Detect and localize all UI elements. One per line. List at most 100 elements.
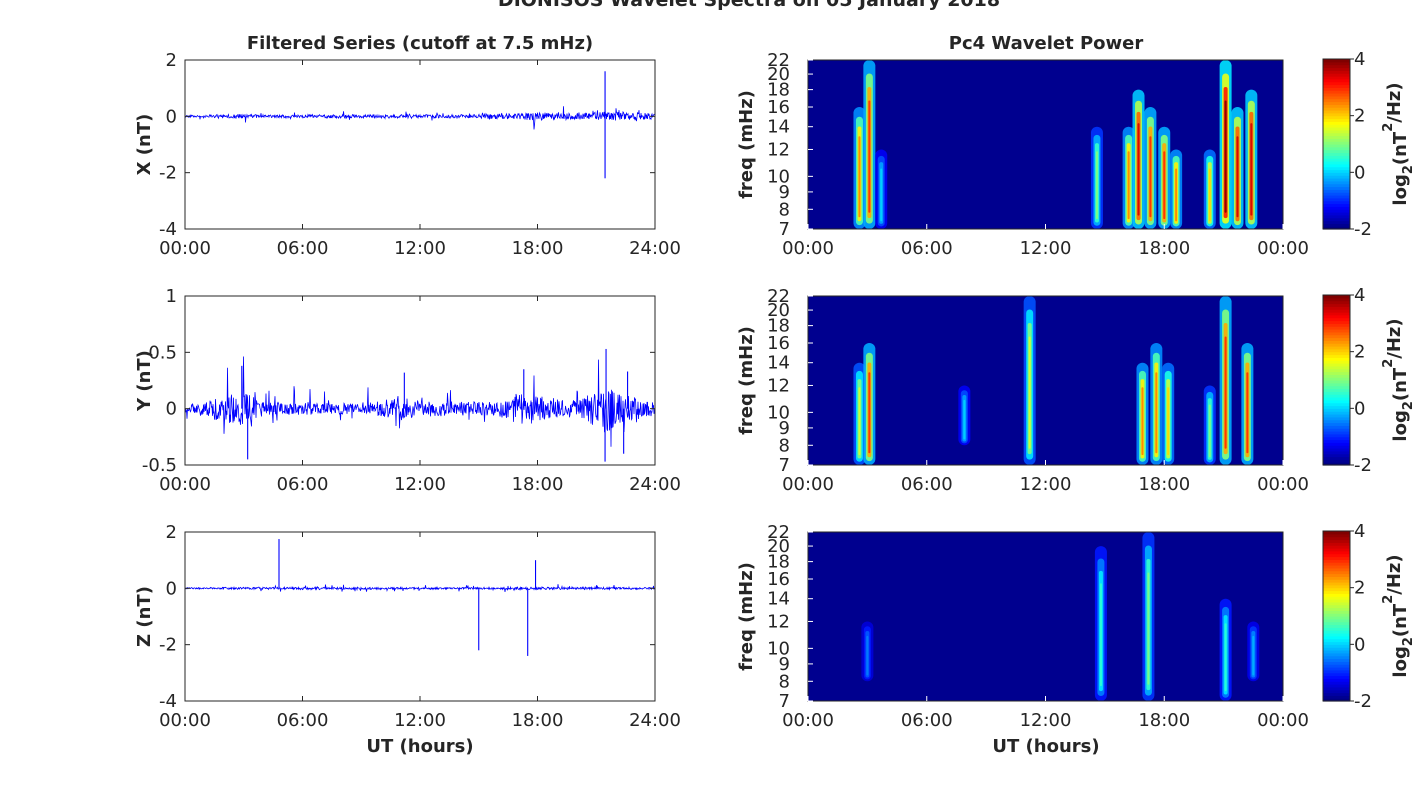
colorbar-segment xyxy=(1323,78,1350,83)
y-axis-label: Y (nT) xyxy=(134,350,155,412)
y-tick-label: 8 xyxy=(779,199,790,220)
spectral-event xyxy=(858,387,861,456)
x-tick-label: 06:00 xyxy=(901,710,953,731)
colorbar-segment xyxy=(1323,698,1350,702)
spectral-event xyxy=(1147,572,1150,685)
colorbar-segment xyxy=(1323,548,1350,552)
colorbar-segment xyxy=(1323,450,1350,455)
colorbar-segment xyxy=(1323,203,1350,207)
x-tick-label: 18:00 xyxy=(512,238,564,259)
right-xlabel: UT (hours) xyxy=(992,736,1099,757)
colorbar-segment xyxy=(1323,689,1350,694)
y-axis-label: freq (mHz) xyxy=(736,90,757,199)
colorbar-segment xyxy=(1323,223,1350,227)
colorbar-segment xyxy=(1323,582,1350,586)
colorbar-segment xyxy=(1323,129,1350,134)
y-tick-label: 7 xyxy=(779,455,790,476)
colorbar-tick-label: 0 xyxy=(1354,398,1365,419)
y-tick-label: 0 xyxy=(166,106,177,127)
colorbar-segment xyxy=(1323,610,1350,614)
colorbar-segment xyxy=(1323,553,1350,558)
spectral-event xyxy=(1252,635,1255,676)
colorbar-label-part: (nT xyxy=(1390,367,1411,401)
colorbar-segment xyxy=(1323,214,1350,219)
colorbar-segment xyxy=(1323,340,1350,344)
colorbar-segment xyxy=(1323,295,1350,299)
colorbar-segment xyxy=(1323,408,1350,412)
colorbar-segment xyxy=(1323,681,1350,685)
colorbar-label: log2(nT2/Hz) xyxy=(1381,318,1416,441)
colorbar-segment xyxy=(1323,186,1350,190)
colorbar-segment xyxy=(1323,539,1350,543)
x-tick-label: 12:00 xyxy=(394,474,446,495)
colorbar-segment xyxy=(1323,377,1350,381)
x-tick-label: 24:00 xyxy=(629,474,681,495)
colorbar-segment xyxy=(1323,616,1350,620)
y-tick-label: 8 xyxy=(779,671,790,692)
x-tick-label: 00:00 xyxy=(1257,238,1309,259)
colorbar-segment xyxy=(1323,397,1350,401)
x-tick-label: 06:00 xyxy=(901,238,953,259)
y-tick-label: 16 xyxy=(767,333,790,354)
colorbar-segment xyxy=(1323,562,1350,566)
colorbar-segment xyxy=(1323,331,1350,336)
spectral-event xyxy=(868,372,871,454)
colorbar-segment xyxy=(1323,439,1350,443)
y-tick-label: 10 xyxy=(767,166,790,187)
colorbar-segment xyxy=(1323,317,1350,322)
colorbar-tick-label: -2 xyxy=(1354,691,1372,712)
colorbar-segment xyxy=(1323,416,1350,421)
spectral-event xyxy=(1208,168,1211,222)
y-tick-label: 12 xyxy=(767,139,790,160)
colorbar-segment xyxy=(1323,135,1350,139)
x-tick-label: 18:00 xyxy=(1138,710,1190,731)
colorbar-segment xyxy=(1323,411,1350,415)
colorbar-label-part: 2 xyxy=(1381,359,1396,368)
colorbar-segment xyxy=(1323,64,1350,69)
colorbar-segment xyxy=(1323,399,1350,404)
x-tick-label: 18:00 xyxy=(512,474,564,495)
colorbar-label-part: /Hz) xyxy=(1384,318,1405,358)
colorbar-segment xyxy=(1323,297,1350,302)
colorbar-segment xyxy=(1323,70,1350,74)
x-tick-label: 00:00 xyxy=(159,710,211,731)
colorbar-segment xyxy=(1323,348,1350,353)
x-tick-label: 12:00 xyxy=(1020,710,1072,731)
y-axis-label: Z (nT) xyxy=(134,586,155,647)
spectral-event xyxy=(866,635,869,676)
colorbar-segment xyxy=(1323,144,1350,148)
colorbar-segment xyxy=(1323,337,1350,341)
colorbar-segment xyxy=(1323,394,1350,398)
colorbar-segment xyxy=(1323,565,1350,569)
colorbar-segment xyxy=(1323,110,1350,114)
spectral-event xyxy=(1224,336,1227,449)
spectral-event xyxy=(1246,372,1249,454)
spectrogram-background xyxy=(808,532,1283,701)
spectral-event xyxy=(1167,387,1170,456)
colorbar-label-part: (nT xyxy=(1390,603,1411,637)
plot-background xyxy=(185,296,655,465)
colorbar-segment xyxy=(1323,212,1350,216)
colorbar-tick-label: 4 xyxy=(1354,521,1365,542)
colorbar-segment xyxy=(1323,357,1350,361)
colorbar-segment xyxy=(1323,638,1350,643)
colorbar-segment xyxy=(1323,621,1350,626)
colorbar-segment xyxy=(1323,360,1350,364)
x-tick-label: 12:00 xyxy=(1020,238,1072,259)
y-tick-label: 16 xyxy=(767,97,790,118)
colorbar-tick-label: -2 xyxy=(1354,455,1372,476)
colorbar-segment xyxy=(1323,200,1350,205)
plot-background xyxy=(185,532,655,701)
colorbar-segment xyxy=(1323,633,1350,637)
colorbar-segment xyxy=(1323,593,1350,597)
colorbar-segment xyxy=(1323,127,1350,131)
colorbar-segment xyxy=(1323,138,1350,142)
colorbar-segment xyxy=(1323,220,1350,224)
colorbar-segment xyxy=(1323,132,1350,137)
colorbar-segment xyxy=(1323,226,1350,230)
series-line-y xyxy=(184,356,656,447)
y-tick-label: 7 xyxy=(779,219,790,240)
colorbar-segment xyxy=(1323,675,1350,679)
